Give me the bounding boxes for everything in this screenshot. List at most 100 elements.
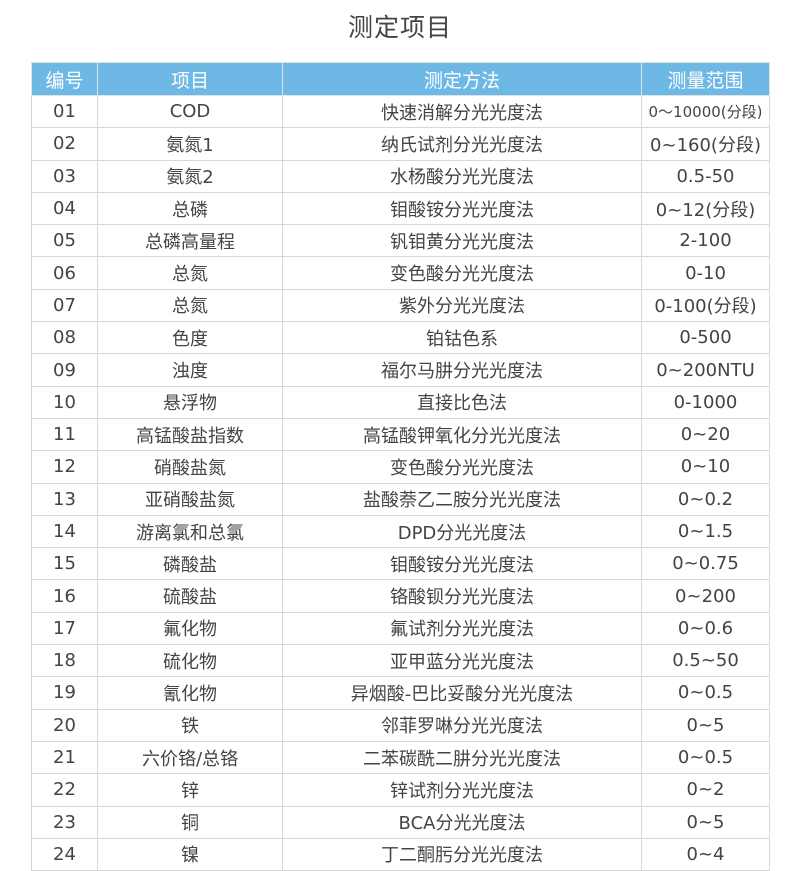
- table-row: 12 硝酸盐氮 变色酸分光光度法 0~10: [31, 450, 770, 484]
- table-row: 22 锌锌试剂分光光度法 0~2: [31, 773, 770, 807]
- cell-item: 色度: [97, 321, 283, 355]
- cell-range: 0.5~50: [641, 644, 770, 678]
- cell-range: 0～10000(分段): [641, 94, 770, 129]
- cell-range: 0~4: [641, 837, 770, 871]
- cell-method: 快速消解分光光度法: [282, 94, 642, 129]
- cell-item: 氰化物: [97, 676, 283, 710]
- cell-number: 07: [31, 288, 98, 323]
- cell-method: 紫外分光光度法: [282, 288, 642, 323]
- table-row: 14 游离氯和总氯 DPD分光光度法 0~1.5: [31, 514, 770, 549]
- cell-method: 钒钼黄分光光度法: [282, 224, 642, 258]
- cell-number: 18: [31, 644, 98, 678]
- table-row: 06 总氮 变色酸分光光度法 0-10: [31, 256, 770, 290]
- cell-item: 亚硝酸盐氮: [97, 482, 283, 516]
- header-number: 编号: [31, 62, 98, 96]
- cell-number: 20: [31, 708, 98, 742]
- cell-number: 23: [31, 805, 98, 839]
- table-row: 10 悬浮物 直接比色法 0-1000: [31, 385, 770, 419]
- cell-number: 04: [31, 191, 98, 226]
- table-row: 09 浊度 福尔马肼分光光度法 0~200NTU: [31, 353, 770, 387]
- cell-number: 21: [31, 740, 98, 775]
- cell-range: 0-500: [641, 321, 770, 355]
- cell-method: 锌试剂分光光度法: [282, 773, 642, 807]
- table-row: 16 硫酸盐 铬酸钡分光光度法 0~200: [31, 579, 770, 613]
- cell-item: 高锰酸盐指数: [97, 417, 283, 452]
- cell-number: 24: [31, 837, 98, 871]
- cell-method: BCA分光光度法: [282, 805, 642, 839]
- table-row: 21 六价铬/总铬 二苯碳酰二肼分光光度法 0~0.5: [31, 740, 770, 775]
- cell-item: 铁: [97, 708, 283, 742]
- cell-number: 22: [31, 773, 98, 807]
- table-row: 15 磷酸盐 钼酸铵分光光度法 0~0.75: [31, 547, 770, 581]
- table-row: 13 亚硝酸盐氮 盐酸萘乙二胺分光光度法 0~0.2: [31, 482, 770, 516]
- cell-number: 08: [31, 321, 98, 355]
- cell-method: 盐酸萘乙二胺分光光度法: [282, 482, 642, 516]
- cell-range: 0~5: [641, 805, 770, 839]
- table-row: 24 镍丁二酮肟分光光度法 0~4: [31, 837, 770, 871]
- cell-item: 铜: [97, 805, 283, 839]
- cell-range: 0~0.2: [641, 482, 770, 516]
- cell-number: 16: [31, 579, 98, 613]
- cell-number: 17: [31, 611, 98, 646]
- cell-method: 纳氏试剂分光光度法: [282, 127, 642, 161]
- cell-range: 0-1000: [641, 385, 770, 419]
- cell-range: 0~2: [641, 773, 770, 807]
- cell-number: 13: [31, 482, 98, 516]
- cell-item: 总氮: [97, 288, 283, 323]
- table-row: 11 高锰酸盐指数 高锰酸钾氧化分光光度法 0~20: [31, 417, 770, 452]
- cell-item: 氟化物: [97, 611, 283, 646]
- table-row: 05 总磷高量程 钒钼黄分光光度法 2-100: [31, 224, 770, 258]
- cell-method: 直接比色法: [282, 385, 642, 419]
- table-row: 08 色度 铂钴色系 0-500: [31, 321, 770, 355]
- cell-item: 六价铬/总铬: [97, 740, 283, 775]
- cell-number: 10: [31, 385, 98, 419]
- cell-method: 高锰酸钾氧化分光光度法: [282, 417, 642, 452]
- header-range: 测量范围: [641, 62, 770, 96]
- cell-method: 氟试剂分光光度法: [282, 611, 642, 646]
- cell-number: 15: [31, 547, 98, 581]
- cell-range: 0~5: [641, 708, 770, 742]
- cell-range: 0~0.5: [641, 676, 770, 710]
- cell-method: 二苯碳酰二肼分光光度法: [282, 740, 642, 775]
- cell-method: 铬酸钡分光光度法: [282, 579, 642, 613]
- table-header-row: 编号 项目 测定方法 测量范围: [31, 62, 770, 96]
- cell-range: 0~1.5: [641, 514, 770, 549]
- cell-item: 硝酸盐氮: [97, 450, 283, 484]
- cell-number: 01: [31, 94, 98, 129]
- cell-method: 丁二酮肟分光光度法: [282, 837, 642, 871]
- table-row: 17 氟化物 氟试剂分光光度法 0~0.6: [31, 611, 770, 646]
- cell-item: 游离氯和总氯: [97, 514, 283, 549]
- header-method: 测定方法: [282, 62, 642, 96]
- cell-range: 0~20: [641, 417, 770, 452]
- cell-number: 09: [31, 353, 98, 387]
- cell-item: 磷酸盐: [97, 547, 283, 581]
- cell-method: 水杨酸分光光度法: [282, 159, 642, 193]
- cell-range: 0.5-50: [641, 159, 770, 193]
- cell-item: 总氮: [97, 256, 283, 290]
- cell-range: 0~160(分段): [641, 127, 770, 161]
- cell-range: 0-10: [641, 256, 770, 290]
- cell-item: 总磷: [97, 191, 283, 226]
- table-row: 18 硫化物 亚甲蓝分光光度法 0.5~50: [31, 644, 770, 678]
- cell-item: 浊度: [97, 353, 283, 387]
- header-item: 项目: [97, 62, 283, 96]
- cell-number: 14: [31, 514, 98, 549]
- cell-item: 硫酸盐: [97, 579, 283, 613]
- cell-number: 02: [31, 127, 98, 161]
- cell-method: 钼酸铵分光光度法: [282, 547, 642, 581]
- cell-range: 0~0.5: [641, 740, 770, 775]
- cell-method: 亚甲蓝分光光度法: [282, 644, 642, 678]
- cell-range: 0~0.6: [641, 611, 770, 646]
- cell-method: 铂钴色系: [282, 321, 642, 355]
- table-row: 19 氰化物 异烟酸-巴比妥酸分光光度法 0~0.5: [31, 676, 770, 710]
- cell-item: 锌: [97, 773, 283, 807]
- cell-item: 悬浮物: [97, 385, 283, 419]
- table-row: 20 铁邻菲罗啉分光光度法 0~5: [31, 708, 770, 742]
- table-row: 07 总氮 紫外分光光度法 0-100(分段): [31, 288, 770, 323]
- cell-range: 0~200NTU: [641, 353, 770, 387]
- cell-method: 变色酸分光光度法: [282, 450, 642, 484]
- table-row: 03 氨氮2 水杨酸分光光度法 0.5-50: [31, 159, 770, 193]
- page-title: 测定项目: [347, 13, 452, 42]
- table-row: 02 氨氮1 纳氏试剂分光光度法 0~160(分段): [31, 127, 770, 161]
- cell-range: 0~12(分段): [641, 191, 770, 226]
